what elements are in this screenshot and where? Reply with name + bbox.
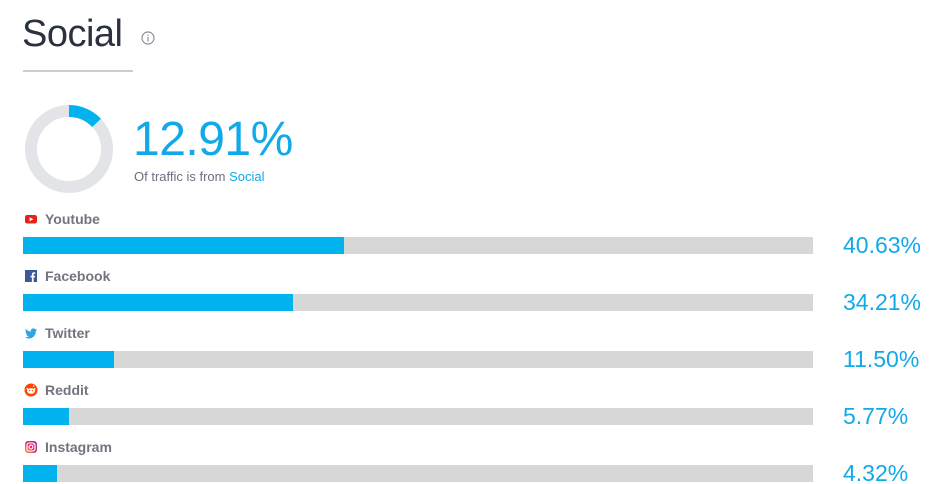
page-title: Social [22,13,123,55]
bar-value-label: 5.77% [843,403,909,429]
donut-arc [25,105,113,193]
bar-track [23,408,813,425]
caption-text: Of traffic is from [134,169,226,184]
bar-track [23,237,813,254]
youtube-icon [24,212,38,226]
bar-label[interactable]: Reddit [45,382,89,398]
bar-value-label: 4.32% [843,460,909,484]
bar-label[interactable]: Twitter [45,325,90,341]
bar-value-label: 11.50% [843,346,920,372]
social-share-value: 12.91% [133,113,293,166]
bar-track [23,351,813,368]
bar [23,351,114,368]
instagram-icon [24,440,38,454]
bar [23,408,69,425]
bar-label[interactable]: Youtube [45,211,100,227]
share-caption: Of traffic is from Social [134,169,265,185]
caption-link-social[interactable]: Social [229,169,265,184]
bar [23,237,344,254]
bar-track [23,294,813,311]
facebook-icon [24,269,38,283]
bar-track [23,465,813,482]
reddit-icon [24,383,38,397]
bar [23,294,294,311]
bar-value-label: 34.21% [843,289,922,315]
twitter-icon [24,326,38,340]
share-donut [25,105,113,193]
bar-label[interactable]: Instagram [45,439,112,455]
info-icon[interactable] [141,31,155,45]
bar-label[interactable]: Facebook [45,268,111,284]
title-underline [23,70,133,72]
bar [23,465,58,482]
bar-value-label: 40.63% [843,232,922,258]
